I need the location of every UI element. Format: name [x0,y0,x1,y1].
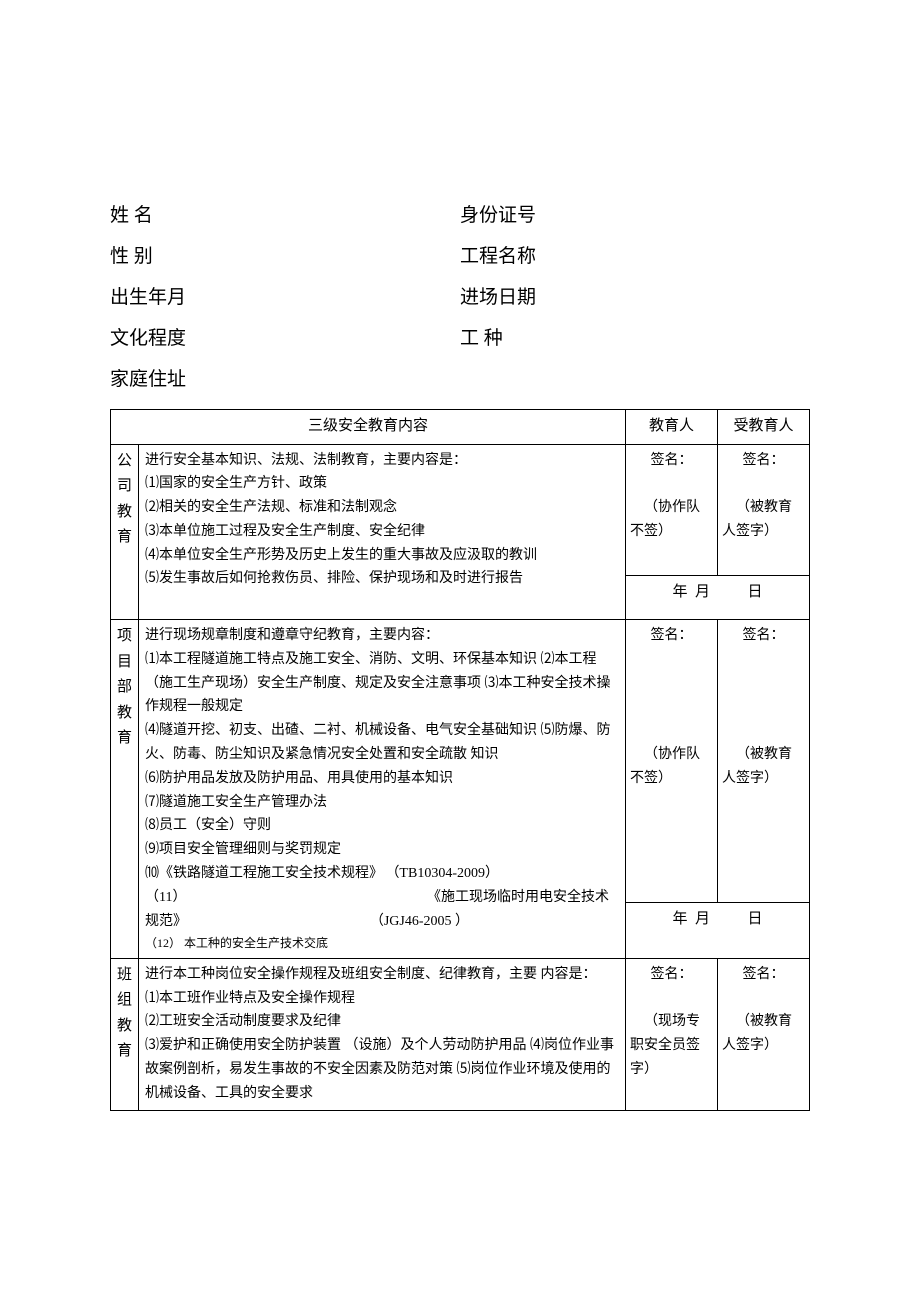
company-educatee-sig: 签名： [722,449,805,473]
company-i4: ⑷本单位安全生产形势及历史上发生的重大事故及应汲取的教训 [145,544,619,568]
personal-info-grid: 姓 名 身份证号 性 别 工程名称 出生年月 进场日期 文化程度 工 种 家庭住… [110,200,810,391]
team-i3: ⑶爱护和正确使用安全防护装置 （设施）及个人劳动防护用品 ⑷岗位作业事故案例剖析… [145,1034,619,1105]
project-i6: ⑹防护用品发放及防护用品、用具使用的基本知识 [145,767,619,791]
content-team: 进行本工种岗位安全操作规程及班组安全制度、纪律教育，主要 内容是： ⑴本工班作业… [139,958,626,1110]
content-project: 进行现场规章制度和遵章守纪教育，主要内容： ⑴本工程隧道施工特点及施工安全、消防… [139,620,626,959]
company-educator-cell: 签名： （协作队不签） [626,444,718,576]
company-i2: ⑵相关的安全生产法规、标准和法制观念 [145,496,619,520]
label-id: 身份证号 [460,200,536,227]
project-i11b: 规范》 （JGJ46-2005 ） [145,910,619,934]
info-enter: 进场日期 [460,282,810,309]
info-name: 姓 名 [110,200,460,227]
team-i2: ⑵工班安全活动制度要求及纪律 [145,1010,619,1034]
project-i1: ⑴本工程隧道施工特点及施工安全、消防、文明、环保基本知识 ⑵本工程（施工生产现场… [145,648,619,719]
label-name: 姓 名 [110,200,153,227]
row-team: 班组教育 进行本工种岗位安全操作规程及班组安全制度、纪律教育，主要 内容是： ⑴… [111,958,810,1110]
project-date: 年 月 日 [626,903,810,959]
info-address: 家庭住址 [110,364,810,391]
label-birth: 出生年月 [110,282,186,309]
info-project: 工程名称 [460,241,810,268]
header-educator: 教育人 [626,410,718,445]
company-date: 年 月 日 [626,576,810,620]
project-i11: （11） 《施工现场临时用电安全技术 [145,886,619,910]
vlabel-company: 公司教育 [111,444,139,620]
project-educator-cell: 签名： （协作队不签） [626,620,718,903]
info-id: 身份证号 [460,200,810,227]
info-edu: 文化程度 [110,323,460,350]
vlabel-team: 班组教育 [111,958,139,1110]
company-educator-note: （协作队不签） [630,496,713,544]
company-i3: ⑶本单位施工过程及安全生产制度、安全纪律 [145,520,619,544]
team-intro: 进行本工种岗位安全操作规程及班组安全制度、纪律教育，主要 内容是： [145,963,619,987]
row-project: 项目部教育 进行现场规章制度和遵章守纪教育，主要内容： ⑴本工程隧道施工特点及施… [111,620,810,903]
team-educatee-cell: 签名： （被教育人签字） [718,958,810,1110]
label-gender: 性 别 [110,241,153,268]
project-i7: ⑺隧道施工安全生产管理办法 [145,791,619,815]
project-i8: ⑻员工（安全）守则 [145,814,619,838]
table-header-row: 三级安全教育内容 教育人 受教育人 [111,410,810,445]
company-educatee-note: （被教育人签字） [722,496,805,544]
label-edu: 文化程度 [110,323,186,350]
info-gender: 性 别 [110,241,460,268]
label-project: 工程名称 [460,241,536,268]
team-educatee-note: （被教育人签字） [722,1010,805,1058]
label-worktype: 工 种 [460,323,503,350]
label-address: 家庭住址 [110,364,186,391]
project-educator-note: （协作队不签） [630,743,713,791]
vlabel-project: 项目部教育 [111,620,139,959]
project-i9: ⑼项目安全管理细则与奖罚规定 [145,838,619,862]
project-educatee-sig: 签名： [722,624,805,648]
project-educatee-note: （被教育人签字） [722,743,805,791]
content-company: 进行安全基本知识、法规、法制教育，主要内容是： ⑴国家的安全生产方针、政策 ⑵相… [139,444,626,620]
company-i1: ⑴国家的安全生产方针、政策 [145,472,619,496]
label-enter: 进场日期 [460,282,536,309]
company-educatee-cell: 签名： （被教育人签字） [718,444,810,576]
info-worktype: 工 种 [460,323,810,350]
project-i10: ⑽《铁路隧道工程施工安全技术规程》 （TB10304-2009） [145,862,619,886]
info-birth: 出生年月 [110,282,460,309]
document-page: 姓 名 身份证号 性 别 工程名称 出生年月 进场日期 文化程度 工 种 家庭住… [0,0,920,1171]
project-i4: ⑷隧道开挖、初支、出碴、二衬、机械设备、电气安全基础知识 ⑸防爆、防火、防毒、防… [145,719,619,767]
education-table: 三级安全教育内容 教育人 受教育人 公司教育 进行安全基本知识、法规、法制教育，… [110,409,810,1111]
team-educator-note: （现场专职安全员签字） [630,1010,713,1081]
team-educator-sig: 签名： [630,963,713,987]
company-intro: 进行安全基本知识、法规、法制教育，主要内容是： [145,449,619,473]
project-i12: （12） 本工种的安全生产技术交底 [145,933,619,953]
team-i1: ⑴本工班作业特点及安全操作规程 [145,987,619,1011]
header-content: 三级安全教育内容 [111,410,626,445]
project-intro: 进行现场规章制度和遵章守纪教育，主要内容： [145,624,619,648]
row-company: 公司教育 进行安全基本知识、法规、法制教育，主要内容是： ⑴国家的安全生产方针、… [111,444,810,576]
project-educator-sig: 签名： [630,624,713,648]
team-educatee-sig: 签名： [722,963,805,987]
company-i5: ⑸发生事故后如何抢救伤员、排险、保护现场和及时进行报告 [145,567,619,591]
team-educator-cell: 签名： （现场专职安全员签字） [626,958,718,1110]
company-educator-sig: 签名： [630,449,713,473]
header-educatee: 受教育人 [718,410,810,445]
project-educatee-cell: 签名： （被教育人签字） [718,620,810,903]
